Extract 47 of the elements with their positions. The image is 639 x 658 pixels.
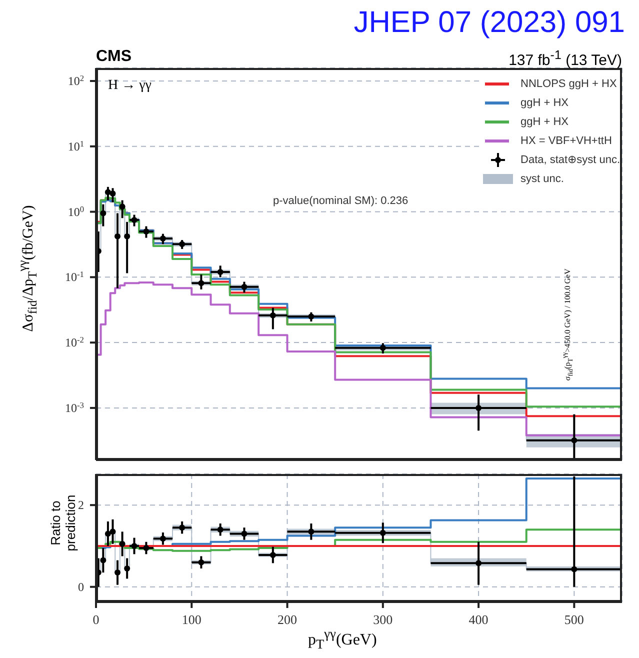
annotation: H → γγ: [108, 78, 152, 94]
x-tick-label: 0: [92, 612, 100, 627]
point: [571, 566, 578, 572]
point: [270, 312, 276, 318]
point: [143, 545, 150, 552]
legend-label: Data, stat⊕syst unc.: [520, 153, 620, 166]
legend-label: HX = VBF+VH+ttH: [520, 134, 612, 146]
annotation: p-value(nominal SM): 0.236: [273, 195, 408, 207]
point: [143, 228, 150, 234]
y-tick-label: 2: [78, 498, 84, 512]
x-tick-label: 400: [468, 612, 488, 627]
point: [380, 344, 386, 351]
point: [160, 236, 166, 242]
point: [308, 528, 314, 535]
chart-title: CMS: [96, 48, 132, 66]
y-tick-label: 10$^{-1}$: [65, 270, 84, 284]
y-tick-label: 10$^{1}$: [68, 138, 84, 154]
x-tick-label: 200: [278, 612, 298, 627]
y-tick-label: 10$^{0}$: [68, 204, 84, 219]
point: [380, 530, 386, 536]
x-tick-label: 100: [182, 612, 202, 627]
point: [198, 280, 204, 286]
y-tick-label: 10$^{2}$: [68, 73, 84, 88]
y-tick-label: 10$^{-2}$: [65, 335, 84, 350]
y-axis-title: Ratio to prediction: [48, 494, 78, 554]
point: [160, 536, 166, 542]
chart-subtitle: 137 fb$^{-1}$ (13 TeV): [508, 48, 622, 69]
text: JHEP 07 (2023) 091: [354, 6, 625, 40]
point: [217, 526, 224, 533]
y-tick-label: 10$^{-3}$: [65, 400, 84, 415]
point: [241, 530, 248, 537]
point: [217, 268, 224, 275]
legend-label: ggH + HX: [520, 96, 569, 108]
point: [241, 284, 248, 290]
x-tick-label: 500: [564, 612, 584, 627]
point: [571, 437, 578, 444]
legend-label: NNLOPS ggH + HX: [520, 78, 617, 90]
x-tick-label: 300: [373, 612, 393, 627]
point: [476, 404, 482, 411]
y-tick-label: 0: [78, 580, 84, 594]
x-axis-title: p$_{T}$$^{γγ}$(GeV): [308, 626, 377, 653]
point: [179, 524, 186, 531]
point: [476, 560, 482, 566]
legend-label: ggH + HX: [520, 116, 569, 128]
point: [270, 552, 276, 558]
point: [198, 559, 204, 566]
legend-label: syst unc.: [520, 172, 564, 184]
